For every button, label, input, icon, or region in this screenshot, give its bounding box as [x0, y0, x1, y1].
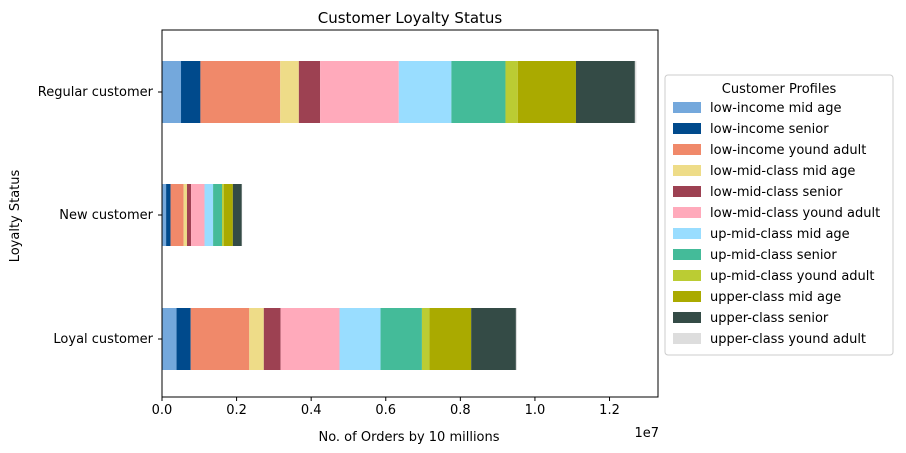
bar-segment [249, 308, 264, 370]
bar-segment [170, 184, 184, 246]
x-tick-label: 0.8 [450, 403, 471, 418]
bar-segment [429, 308, 472, 370]
bar-segment [280, 61, 299, 123]
bar-segment [517, 61, 576, 123]
bar-segment [421, 308, 430, 370]
bar-segment [183, 184, 187, 246]
legend: Customer Profiles low-income mid age low-… [664, 74, 894, 356]
legend-swatch [673, 123, 701, 134]
bar-segment [181, 61, 201, 123]
y-tick-label: Loyal customer [53, 332, 153, 347]
legend-entry-label: low-mid-class senior [710, 185, 843, 200]
bar-segment [200, 61, 281, 123]
bar-segment [232, 184, 242, 246]
legend-entry-label: up-mid-class yound adult [710, 269, 874, 284]
legend-swatch [673, 312, 701, 323]
x-tick-label: 0.6 [375, 403, 396, 418]
bar-segment [298, 61, 321, 123]
bar-segment [162, 61, 182, 123]
x-tick-label: 0.2 [226, 403, 247, 418]
legend-swatch [673, 186, 701, 197]
bar-segment [263, 308, 281, 370]
plot-frame [161, 29, 659, 398]
legend-swatch [673, 228, 701, 239]
y-axis-ticks: Loyal customer New customer Regular custom… [38, 85, 162, 347]
bar-segment [162, 184, 167, 246]
bar-segment [213, 184, 223, 246]
bar-segment [320, 61, 399, 123]
legend-entry-label: upper-class senior [710, 311, 829, 326]
legend-entry-label: low-income senior [710, 122, 829, 137]
y-tick-label: New customer [59, 208, 153, 223]
legend-swatch [673, 270, 701, 281]
bars-layer [162, 61, 637, 370]
bar-segment [166, 184, 171, 246]
bar-segment [451, 61, 506, 123]
legend-entry-label: low-mid-class yound adult [710, 206, 880, 221]
bar-segment [398, 61, 452, 123]
bar-segment [204, 184, 214, 246]
bar-segment [191, 184, 205, 246]
legend-title: Customer Profiles [722, 82, 837, 97]
bar-segment [515, 308, 518, 370]
bar-segment [575, 61, 635, 123]
legend-entry-label: low-income mid age [710, 101, 842, 116]
legend-entry-label: up-mid-class senior [710, 248, 837, 263]
x-axis-label: No. of Orders by 10 millions [318, 430, 499, 445]
bar-segment [190, 308, 250, 370]
legend-swatch [673, 249, 701, 260]
x-axis-ticks: 0.0 0.2 0.4 0.6 0.8 1.0 1.2 [152, 397, 620, 418]
legend-entry-label: upper-class yound adult [710, 332, 866, 347]
x-axis-offset-label: 1e7 [634, 426, 659, 441]
legend-swatch [673, 165, 701, 176]
legend-swatch [673, 207, 701, 218]
chart-title: Customer Loyalty Status [318, 9, 503, 27]
legend-frame [664, 74, 894, 356]
bar-segment [176, 308, 191, 370]
legend-entry-label: low-income yound adult [710, 143, 866, 158]
bar-segment [162, 308, 177, 370]
bar-segment [380, 308, 422, 370]
bar-segment [222, 184, 224, 246]
bar-segment [223, 184, 233, 246]
bar-segment [280, 308, 340, 370]
bar-segment [471, 308, 516, 370]
x-tick-label: 0.0 [152, 403, 173, 418]
y-tick-label: Regular customer [38, 85, 154, 100]
x-tick-label: 0.4 [301, 403, 322, 418]
legend-swatch [673, 333, 701, 344]
legend-swatch [673, 144, 701, 155]
legend-entry-label: low-mid-class mid age [710, 164, 855, 179]
legend-swatch [673, 102, 701, 113]
bar-segment [505, 61, 518, 123]
bar-segment [634, 61, 637, 123]
bar-segment [186, 184, 192, 246]
legend-entry-label: up-mid-class mid age [710, 227, 850, 242]
legend-entry-label: upper-class mid age [710, 290, 841, 305]
legend-swatch [673, 291, 701, 302]
y-axis-label: Loyalty Status [8, 169, 23, 262]
x-tick-label: 1.0 [525, 403, 546, 418]
bar-segment [339, 308, 381, 370]
x-tick-label: 1.2 [599, 403, 620, 418]
